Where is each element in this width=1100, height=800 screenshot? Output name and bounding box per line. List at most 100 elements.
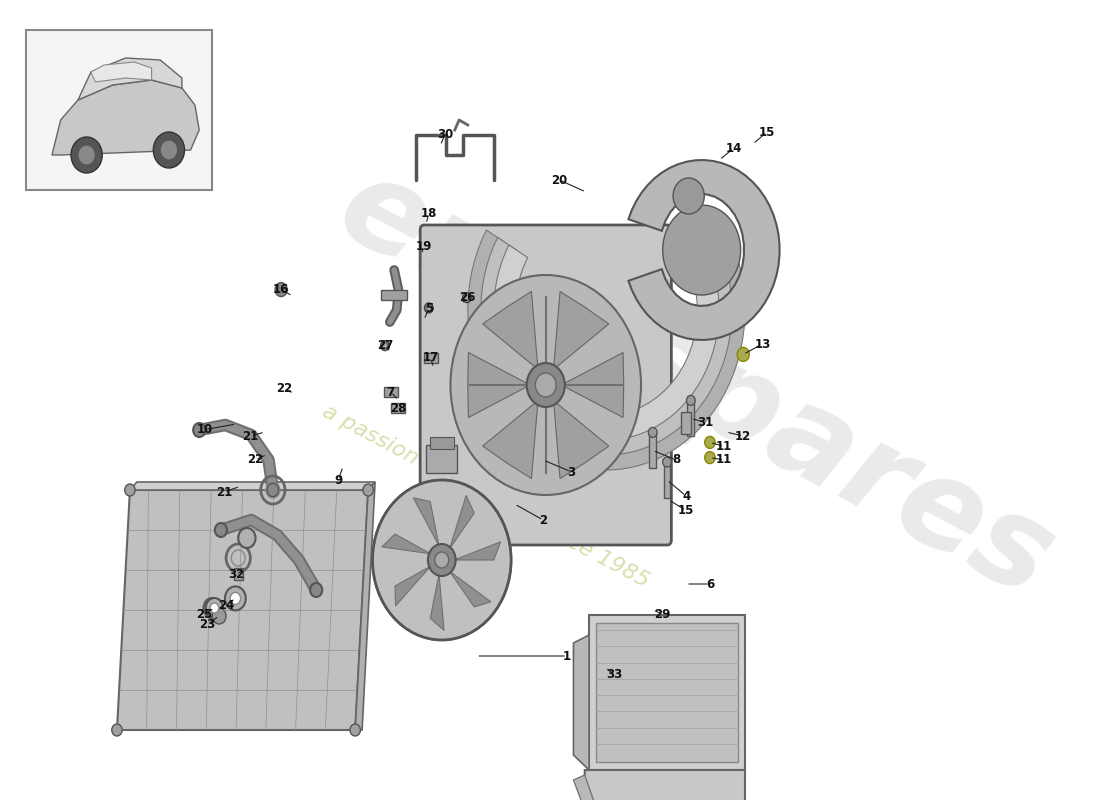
Text: eurospares: eurospares: [318, 145, 1072, 623]
Polygon shape: [468, 353, 530, 418]
Text: 16: 16: [273, 283, 289, 296]
Circle shape: [705, 451, 715, 463]
Bar: [596, 623, 738, 762]
Circle shape: [434, 552, 449, 568]
Polygon shape: [117, 490, 368, 730]
Bar: [426, 445, 458, 473]
Bar: [26, 30, 212, 190]
Bar: [234, 568, 243, 580]
Circle shape: [275, 282, 287, 297]
Polygon shape: [468, 230, 745, 470]
Circle shape: [705, 437, 715, 448]
Circle shape: [428, 544, 455, 576]
Circle shape: [451, 275, 641, 495]
Bar: [663, 462, 671, 498]
Circle shape: [662, 457, 671, 467]
Text: 22: 22: [276, 382, 293, 394]
Bar: [649, 432, 657, 468]
Circle shape: [153, 132, 185, 168]
Circle shape: [363, 484, 373, 496]
Text: 19: 19: [416, 240, 432, 253]
Text: 25: 25: [196, 608, 212, 621]
Circle shape: [72, 137, 102, 173]
Text: 18: 18: [420, 207, 437, 220]
Polygon shape: [78, 58, 182, 100]
Polygon shape: [91, 62, 152, 82]
Polygon shape: [585, 770, 745, 800]
Text: 17: 17: [422, 351, 439, 364]
Text: 31: 31: [697, 416, 713, 429]
Polygon shape: [430, 574, 444, 630]
Text: 3: 3: [568, 466, 575, 478]
Text: a passion for Porsche since 1985: a passion for Porsche since 1985: [319, 401, 652, 591]
Circle shape: [648, 427, 657, 438]
Text: 10: 10: [197, 423, 213, 436]
Polygon shape: [450, 571, 491, 607]
Text: 4: 4: [682, 490, 690, 502]
Circle shape: [267, 483, 279, 497]
Bar: [688, 401, 694, 437]
Polygon shape: [628, 160, 780, 340]
Text: 7: 7: [386, 386, 395, 398]
Circle shape: [214, 523, 227, 537]
Circle shape: [464, 294, 470, 301]
Circle shape: [206, 598, 223, 618]
Bar: [590, 615, 745, 770]
Polygon shape: [483, 291, 538, 370]
Bar: [384, 387, 397, 397]
Circle shape: [463, 293, 471, 302]
Text: 30: 30: [437, 128, 453, 141]
Polygon shape: [382, 534, 430, 554]
Text: 23: 23: [199, 618, 216, 630]
FancyBboxPatch shape: [420, 225, 671, 545]
Text: 32: 32: [228, 568, 244, 581]
Circle shape: [239, 528, 255, 548]
Polygon shape: [553, 291, 608, 370]
Circle shape: [204, 598, 221, 618]
Polygon shape: [561, 353, 624, 418]
Polygon shape: [483, 401, 538, 478]
Text: 11: 11: [716, 440, 733, 453]
Polygon shape: [481, 238, 732, 455]
Circle shape: [673, 178, 704, 214]
Bar: [681, 412, 691, 434]
Polygon shape: [553, 401, 608, 478]
Circle shape: [112, 724, 122, 736]
Polygon shape: [414, 498, 439, 546]
Circle shape: [662, 205, 740, 295]
Text: 26: 26: [459, 291, 475, 304]
Bar: [430, 437, 454, 449]
Text: 20: 20: [551, 174, 568, 186]
Bar: [424, 353, 438, 362]
Text: 13: 13: [755, 338, 770, 350]
Text: 1: 1: [563, 650, 571, 662]
Text: 15: 15: [678, 504, 694, 517]
Circle shape: [737, 347, 749, 362]
Circle shape: [78, 145, 96, 165]
Text: 5: 5: [425, 302, 433, 314]
Bar: [382, 290, 407, 300]
Polygon shape: [494, 245, 719, 440]
Circle shape: [230, 592, 241, 605]
Text: 14: 14: [726, 142, 741, 154]
Circle shape: [226, 586, 245, 610]
Circle shape: [124, 484, 135, 496]
Circle shape: [373, 480, 512, 640]
Circle shape: [383, 342, 387, 349]
Polygon shape: [395, 566, 430, 606]
Circle shape: [210, 603, 219, 613]
Text: 8: 8: [672, 454, 681, 466]
Circle shape: [536, 373, 557, 397]
Circle shape: [161, 140, 177, 160]
Polygon shape: [52, 80, 199, 155]
Polygon shape: [454, 542, 500, 560]
Circle shape: [426, 305, 431, 311]
Text: 9: 9: [334, 474, 342, 486]
Circle shape: [527, 363, 564, 407]
Text: 2: 2: [539, 514, 547, 526]
Text: 12: 12: [735, 430, 751, 442]
Circle shape: [425, 303, 433, 313]
Circle shape: [350, 724, 361, 736]
Text: 27: 27: [377, 339, 393, 352]
Polygon shape: [573, 775, 615, 800]
